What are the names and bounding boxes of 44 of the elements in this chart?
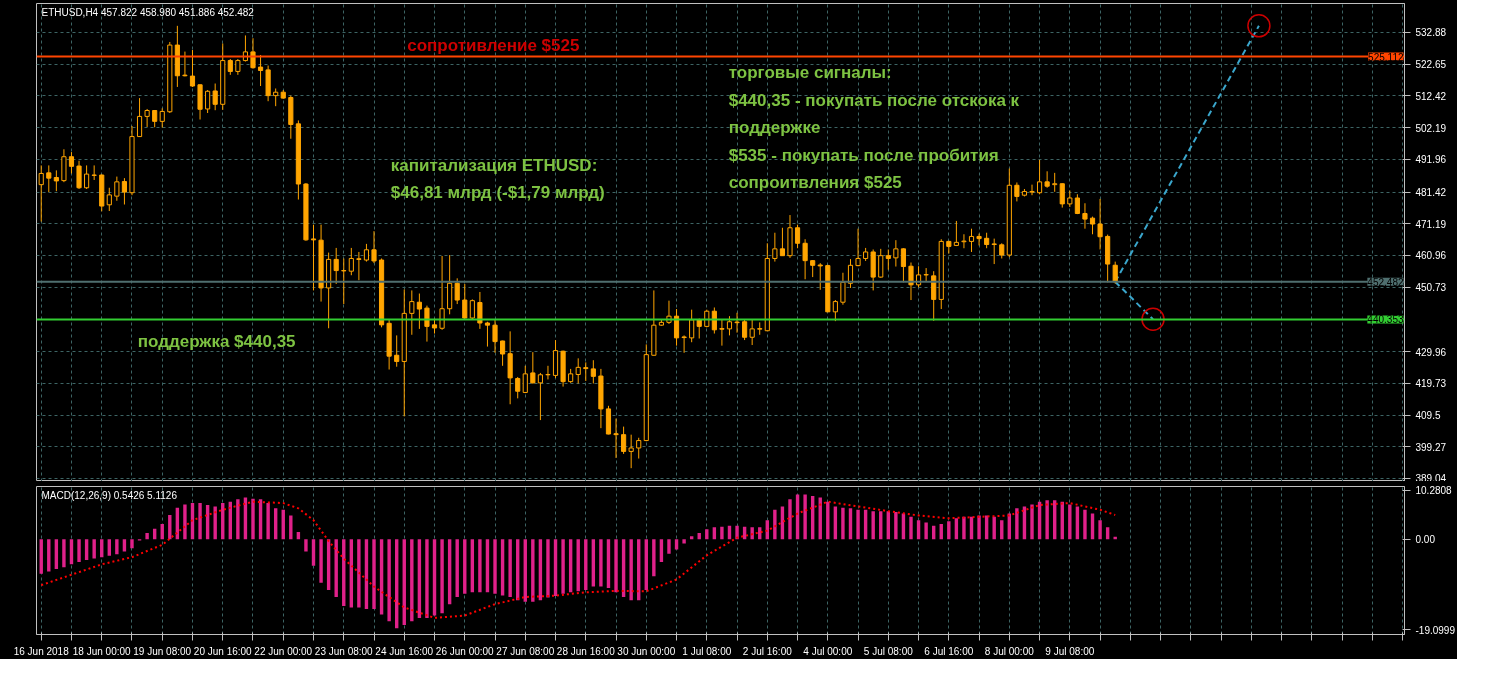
chart-title: ETHUSD,H4 457.822 458.980 451.886 452.482	[41, 6, 255, 18]
annotation: поддержка $440,35	[137, 332, 296, 352]
ref-line-label: 452.482	[1367, 276, 1404, 288]
y-tick-label: 450.73	[1415, 282, 1447, 294]
y-tick-label: 399.27	[1415, 441, 1447, 453]
x-tick-label: 16 Jun 2018	[13, 645, 70, 657]
x-tick-label: 2 Jul 16:00	[742, 645, 793, 657]
x-tick-label: 23 Jun 08:00	[314, 645, 374, 657]
annotation: капитализация ETHUSD: $46,81 млрд (-$1,79 млрд)	[390, 155, 605, 203]
ref-line-label: 440.353	[1367, 314, 1404, 326]
x-tick-label: 18 Jun 00:00	[72, 645, 132, 657]
y-tick-label: 460.96	[1415, 250, 1447, 262]
x-tick-label: 1 Jul 08:00	[682, 645, 732, 657]
y-tick-label: 522.65	[1415, 59, 1447, 71]
y-tick-label: 471.19	[1415, 218, 1447, 230]
y-tick-label: 491.96	[1415, 154, 1447, 166]
x-tick-label: 28 Jun 16:00	[556, 645, 616, 657]
x-tick-label: 5 Jul 08:00	[863, 645, 914, 657]
y-tick-label: 532.88	[1415, 27, 1447, 39]
y-tick-label: 0.00	[1415, 534, 1436, 546]
y-tick-label: 419.73	[1415, 378, 1447, 390]
x-tick-label: 22 Jun 00:00	[254, 645, 313, 657]
x-tick-label: 9 Jul 08:00	[1045, 645, 1095, 657]
y-tick-label: 429.96	[1415, 346, 1447, 358]
x-tick-label: 8 Jul 00:00	[984, 645, 1035, 657]
x-tick-label: 30 Jun 00:00	[617, 645, 676, 657]
x-tick-label: 27 Jun 08:00	[496, 645, 555, 657]
x-tick-label: 20 Jun 16:00	[193, 645, 253, 657]
annotation: торговые сигналы: $440,35 - покупать после отскока к поддержке $535 - покупать после пробития сопроитвления $525	[728, 63, 1020, 193]
y-tick-label: 409.5	[1415, 410, 1441, 422]
x-tick-label: 4 Jul 00:00	[803, 645, 853, 657]
annotation: сопротивление $525	[407, 35, 580, 55]
x-tick-label: 24 Jun 16:00	[375, 645, 434, 657]
y-tick-label: 502.19	[1415, 122, 1447, 134]
x-tick-label: 26 Jun 00:00	[435, 645, 495, 657]
y-tick-label: 389.04	[1415, 472, 1447, 484]
x-tick-label: 19 Jun 08:00	[133, 645, 192, 657]
y-tick-label: 481.42	[1415, 187, 1447, 199]
ref-line-label: 525.112	[1368, 51, 1404, 63]
chart-title: MACD(12,26,9) 0.5426 5.1126	[41, 489, 178, 501]
x-tick-label: 6 Jul 16:00	[924, 645, 974, 657]
y-tick-label: 10.2808	[1415, 485, 1453, 497]
y-tick-label: -19.0999	[1415, 624, 1456, 636]
y-tick-label: 512.42	[1415, 90, 1447, 102]
